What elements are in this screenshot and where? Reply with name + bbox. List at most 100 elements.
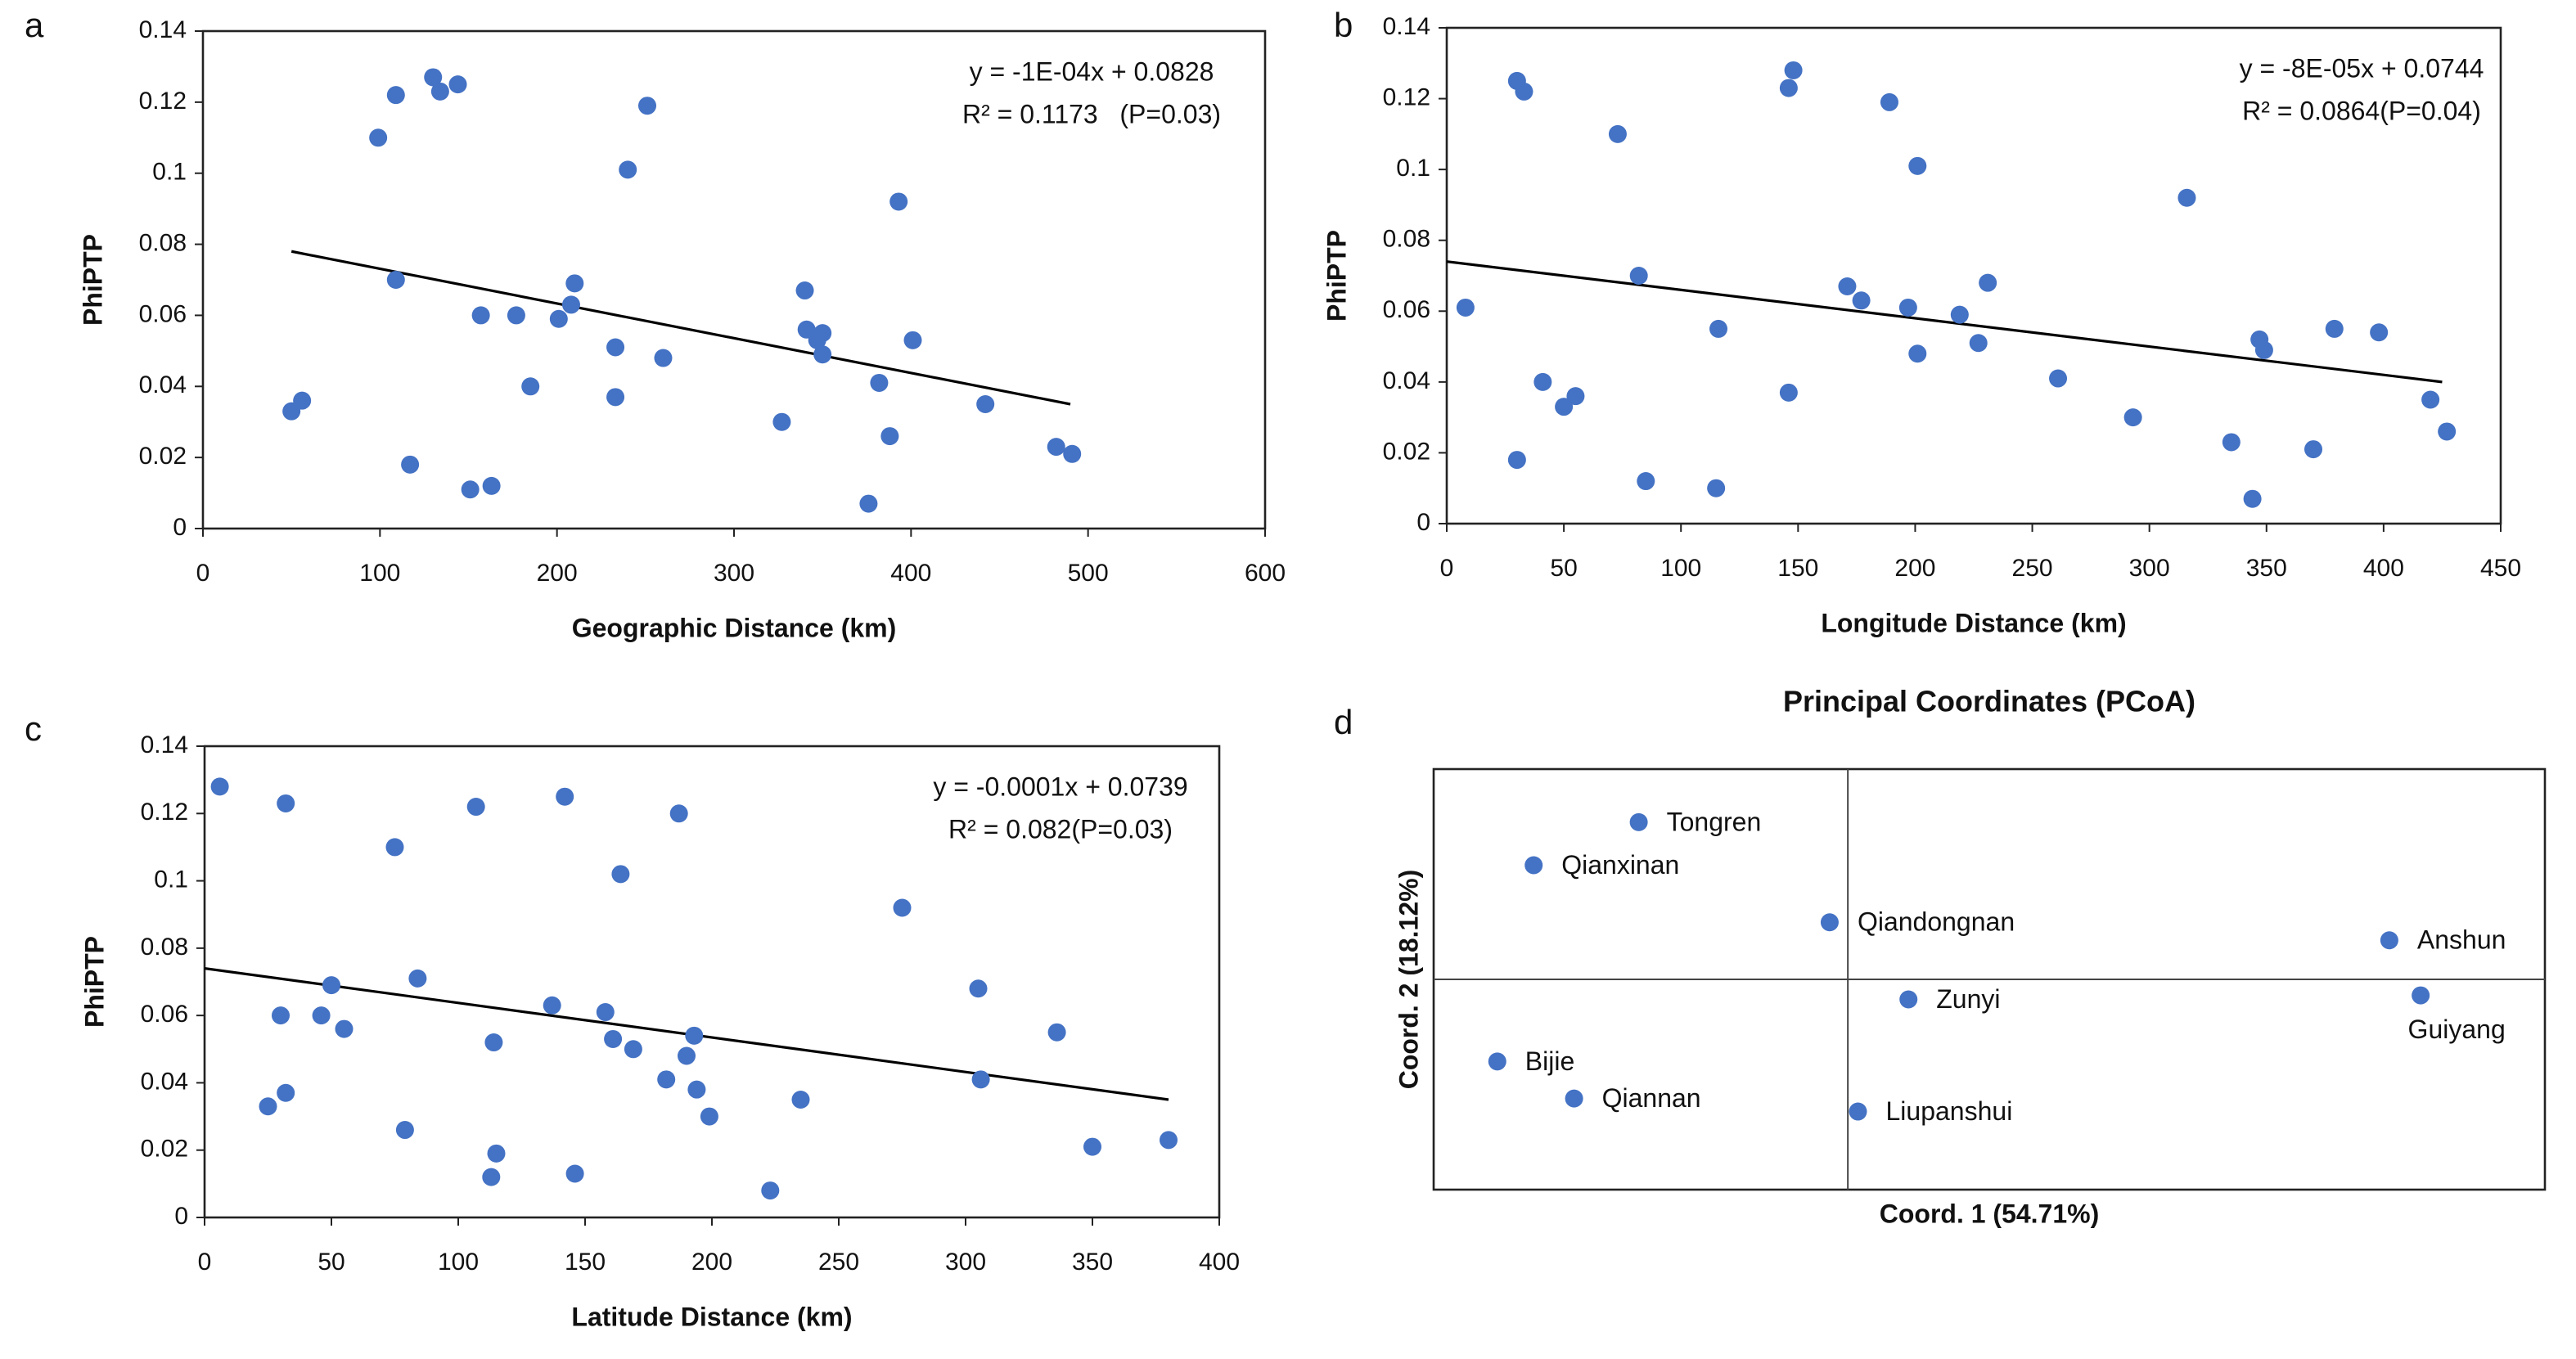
point bbox=[611, 865, 630, 884]
point bbox=[1533, 372, 1552, 391]
point bbox=[2222, 433, 2240, 452]
point bbox=[2304, 440, 2323, 459]
point bbox=[1908, 344, 1927, 363]
panel-letter: a bbox=[25, 6, 44, 44]
point bbox=[1849, 1102, 1867, 1121]
point bbox=[1908, 156, 1927, 175]
point bbox=[277, 1083, 295, 1102]
point bbox=[1160, 1131, 1178, 1150]
point-label: Qiannan bbox=[1602, 1083, 1701, 1113]
x-axis-label: Geographic Distance (km) bbox=[572, 613, 897, 642]
point bbox=[1979, 273, 1997, 292]
point bbox=[624, 1040, 642, 1059]
point bbox=[2177, 188, 2196, 207]
point bbox=[293, 391, 312, 410]
y-tick-label: 0.08 bbox=[1383, 226, 1430, 253]
x-tick-label: 100 bbox=[1660, 555, 1701, 582]
point bbox=[424, 68, 443, 87]
point bbox=[1608, 124, 1627, 143]
y-tick-label: 0.08 bbox=[141, 934, 188, 961]
x-tick-label: 200 bbox=[691, 1249, 732, 1276]
y-tick-label: 0.02 bbox=[1383, 438, 1430, 465]
point-label: Liupanshui bbox=[1886, 1096, 2013, 1126]
point-label: Qianxinan bbox=[1561, 850, 1679, 880]
y-tick-label: 0.06 bbox=[141, 1001, 188, 1028]
point bbox=[1637, 472, 1655, 491]
point bbox=[2380, 931, 2398, 950]
point bbox=[791, 1091, 810, 1109]
point bbox=[2049, 369, 2068, 388]
point bbox=[976, 395, 995, 413]
point bbox=[772, 412, 791, 431]
point-label: Tongren bbox=[1667, 807, 1762, 836]
y-tick-label: 0.06 bbox=[1383, 296, 1430, 323]
point bbox=[556, 787, 574, 806]
y-tick-label: 0.14 bbox=[141, 731, 188, 758]
annotation: y = -1E-04x + 0.0828 bbox=[970, 56, 1214, 86]
point bbox=[385, 838, 404, 857]
point bbox=[889, 192, 908, 211]
x-tick-label: 0 bbox=[1440, 555, 1454, 582]
y-tick-label: 0.12 bbox=[141, 799, 188, 826]
y-tick-label: 0.14 bbox=[1383, 13, 1430, 40]
point bbox=[795, 281, 814, 300]
y-tick-label: 0 bbox=[1416, 509, 1430, 536]
point bbox=[259, 1097, 277, 1116]
point bbox=[1524, 856, 1543, 875]
point bbox=[700, 1107, 718, 1126]
point bbox=[521, 377, 540, 396]
point bbox=[1488, 1052, 1506, 1071]
point bbox=[678, 1046, 696, 1065]
x-tick-label: 200 bbox=[1894, 555, 1935, 582]
point bbox=[395, 1121, 414, 1140]
point bbox=[1507, 451, 1526, 470]
x-tick-label: 150 bbox=[1777, 555, 1818, 582]
point bbox=[1456, 298, 1475, 317]
y-tick-label: 0.04 bbox=[1383, 367, 1430, 394]
point bbox=[1709, 319, 1728, 338]
point bbox=[669, 804, 688, 823]
point bbox=[606, 388, 625, 407]
trendline bbox=[290, 250, 1071, 406]
point bbox=[466, 798, 485, 817]
x-tick-label: 350 bbox=[2246, 555, 2287, 582]
point bbox=[2438, 422, 2457, 441]
y-axis-label: PhiPTP bbox=[79, 936, 109, 1028]
point bbox=[969, 979, 988, 998]
point bbox=[565, 1164, 584, 1183]
point bbox=[654, 349, 673, 367]
point bbox=[386, 271, 405, 289]
point-label: Qiandongnan bbox=[1858, 907, 2015, 937]
y-tick-label: 0.1 bbox=[154, 866, 188, 893]
annotation: y = -8E-05x + 0.0744 bbox=[2240, 53, 2484, 83]
point bbox=[2370, 323, 2389, 342]
y-tick-label: 0.12 bbox=[1383, 83, 1430, 110]
chart-title: Principal Coordinates (PCoA) bbox=[1783, 685, 2195, 718]
point bbox=[813, 324, 832, 343]
point bbox=[430, 82, 449, 101]
y-tick-label: 0.04 bbox=[141, 1068, 188, 1095]
point bbox=[1555, 398, 1574, 416]
point bbox=[903, 331, 922, 349]
x-tick-label: 450 bbox=[2480, 555, 2521, 582]
y-tick-label: 0.06 bbox=[139, 300, 187, 327]
point bbox=[1852, 291, 1871, 310]
point-label: Guiyang bbox=[2408, 1015, 2506, 1044]
point bbox=[893, 898, 912, 917]
point-label: Zunyi bbox=[1936, 984, 2000, 1014]
point bbox=[619, 160, 637, 179]
y-tick-label: 0 bbox=[174, 1203, 188, 1230]
point bbox=[1063, 444, 1082, 463]
point bbox=[1838, 277, 1857, 295]
point bbox=[604, 1029, 623, 1048]
point bbox=[761, 1181, 780, 1200]
annotation: y = -0.0001x + 0.0739 bbox=[933, 772, 1187, 801]
point bbox=[482, 1168, 501, 1186]
y-tick-label: 0.1 bbox=[1396, 155, 1430, 182]
point bbox=[482, 476, 501, 495]
point bbox=[1898, 298, 1917, 317]
point bbox=[1707, 479, 1726, 497]
y-tick-label: 0.08 bbox=[139, 229, 187, 256]
x-axis-label: Longitude Distance (km) bbox=[1821, 608, 2126, 637]
